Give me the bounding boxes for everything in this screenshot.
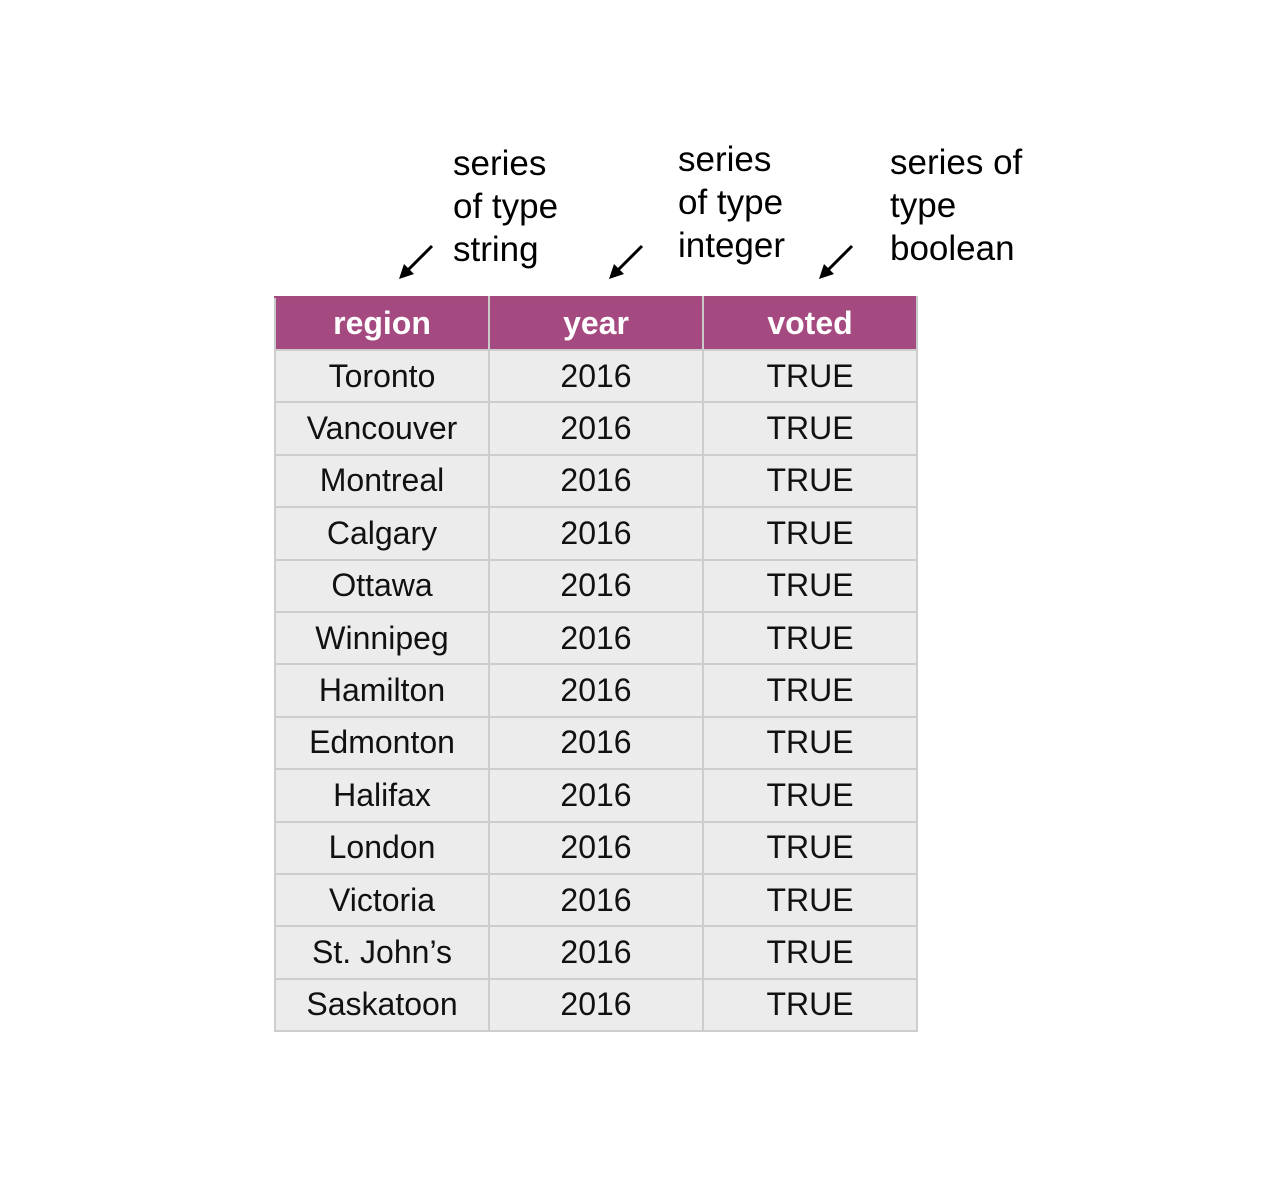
arrow-down-left-icon — [816, 240, 860, 284]
cell-year: 2016 — [488, 820, 704, 875]
table-row: Edmonton 2016 TRUE — [274, 715, 918, 771]
cell-year: 2016 — [488, 348, 704, 404]
cell-year: 2016 — [488, 715, 704, 771]
arrow-down-left-icon — [396, 240, 440, 284]
column-header-year: year — [488, 296, 704, 350]
table-row: Vancouver 2016 TRUE — [274, 401, 918, 456]
cell-region: Edmonton — [274, 715, 490, 771]
cell-voted: TRUE — [702, 820, 918, 875]
annotation-line: series of — [890, 143, 1023, 182]
table-header-row: region year voted — [274, 296, 918, 350]
cell-voted: TRUE — [702, 610, 918, 666]
table-row: London 2016 TRUE — [274, 820, 918, 875]
data-table: region year voted Toronto 2016 TRUE Vancouv… — [274, 296, 918, 1033]
annotation-line: of type — [453, 187, 559, 226]
cell-region: Toronto — [274, 348, 490, 404]
cell-year: 2016 — [488, 453, 704, 509]
table-row: Toronto 2016 TRUE — [274, 348, 918, 404]
cell-voted: TRUE — [702, 715, 918, 771]
annotation-line: boolean — [890, 229, 1015, 268]
annotation-line: series — [453, 144, 547, 183]
table-row: Victoria 2016 TRUE — [274, 872, 918, 928]
arrow-down-left-icon — [606, 240, 650, 284]
table-row: Winnipeg 2016 TRUE — [274, 610, 918, 666]
table-row: St. John’s 2016 TRUE — [274, 925, 918, 980]
cell-region: Vancouver — [274, 401, 490, 456]
annotation-integer: series of type integer — [678, 138, 785, 267]
cell-year: 2016 — [488, 401, 704, 456]
annotation-line: integer — [678, 226, 786, 265]
cell-voted: TRUE — [702, 401, 918, 456]
cell-voted: TRUE — [702, 925, 918, 980]
table-row: Saskatoon 2016 TRUE — [274, 977, 918, 1033]
cell-region: Montreal — [274, 453, 490, 509]
cell-year: 2016 — [488, 558, 704, 613]
cell-region: Halifax — [274, 768, 490, 823]
cell-voted: TRUE — [702, 977, 918, 1033]
table-row: Calgary 2016 TRUE — [274, 506, 918, 561]
cell-region: Calgary — [274, 506, 490, 561]
column-header-region: region — [274, 296, 490, 350]
annotation-string: series of type string — [453, 142, 558, 271]
annotation-line: series — [678, 140, 772, 179]
table-row: Hamilton 2016 TRUE — [274, 663, 918, 718]
table-row: Ottawa 2016 TRUE — [274, 558, 918, 613]
cell-year: 2016 — [488, 925, 704, 980]
table-row: Montreal 2016 TRUE — [274, 453, 918, 509]
cell-region: London — [274, 820, 490, 875]
cell-year: 2016 — [488, 506, 704, 561]
cell-voted: TRUE — [702, 348, 918, 404]
cell-year: 2016 — [488, 663, 704, 718]
column-header-voted: voted — [702, 296, 918, 350]
cell-voted: TRUE — [702, 558, 918, 613]
cell-year: 2016 — [488, 610, 704, 666]
cell-voted: TRUE — [702, 768, 918, 823]
cell-year: 2016 — [488, 977, 704, 1033]
cell-year: 2016 — [488, 872, 704, 928]
annotation-line: type — [890, 186, 957, 225]
cell-voted: TRUE — [702, 506, 918, 561]
annotation-boolean: series of type boolean — [890, 141, 1022, 270]
table-row: Halifax 2016 TRUE — [274, 768, 918, 823]
annotation-line: string — [453, 230, 539, 269]
cell-region: St. John’s — [274, 925, 490, 980]
cell-voted: TRUE — [702, 453, 918, 509]
cell-voted: TRUE — [702, 872, 918, 928]
cell-voted: TRUE — [702, 663, 918, 718]
table-body: Toronto 2016 TRUE Vancouver 2016 TRUE Montreal… — [274, 348, 918, 1033]
cell-region: Hamilton — [274, 663, 490, 718]
cell-region: Victoria — [274, 872, 490, 928]
cell-region: Winnipeg — [274, 610, 490, 666]
annotation-line: of type — [678, 183, 784, 222]
cell-year: 2016 — [488, 768, 704, 823]
cell-region: Saskatoon — [274, 977, 490, 1033]
cell-region: Ottawa — [274, 558, 490, 613]
